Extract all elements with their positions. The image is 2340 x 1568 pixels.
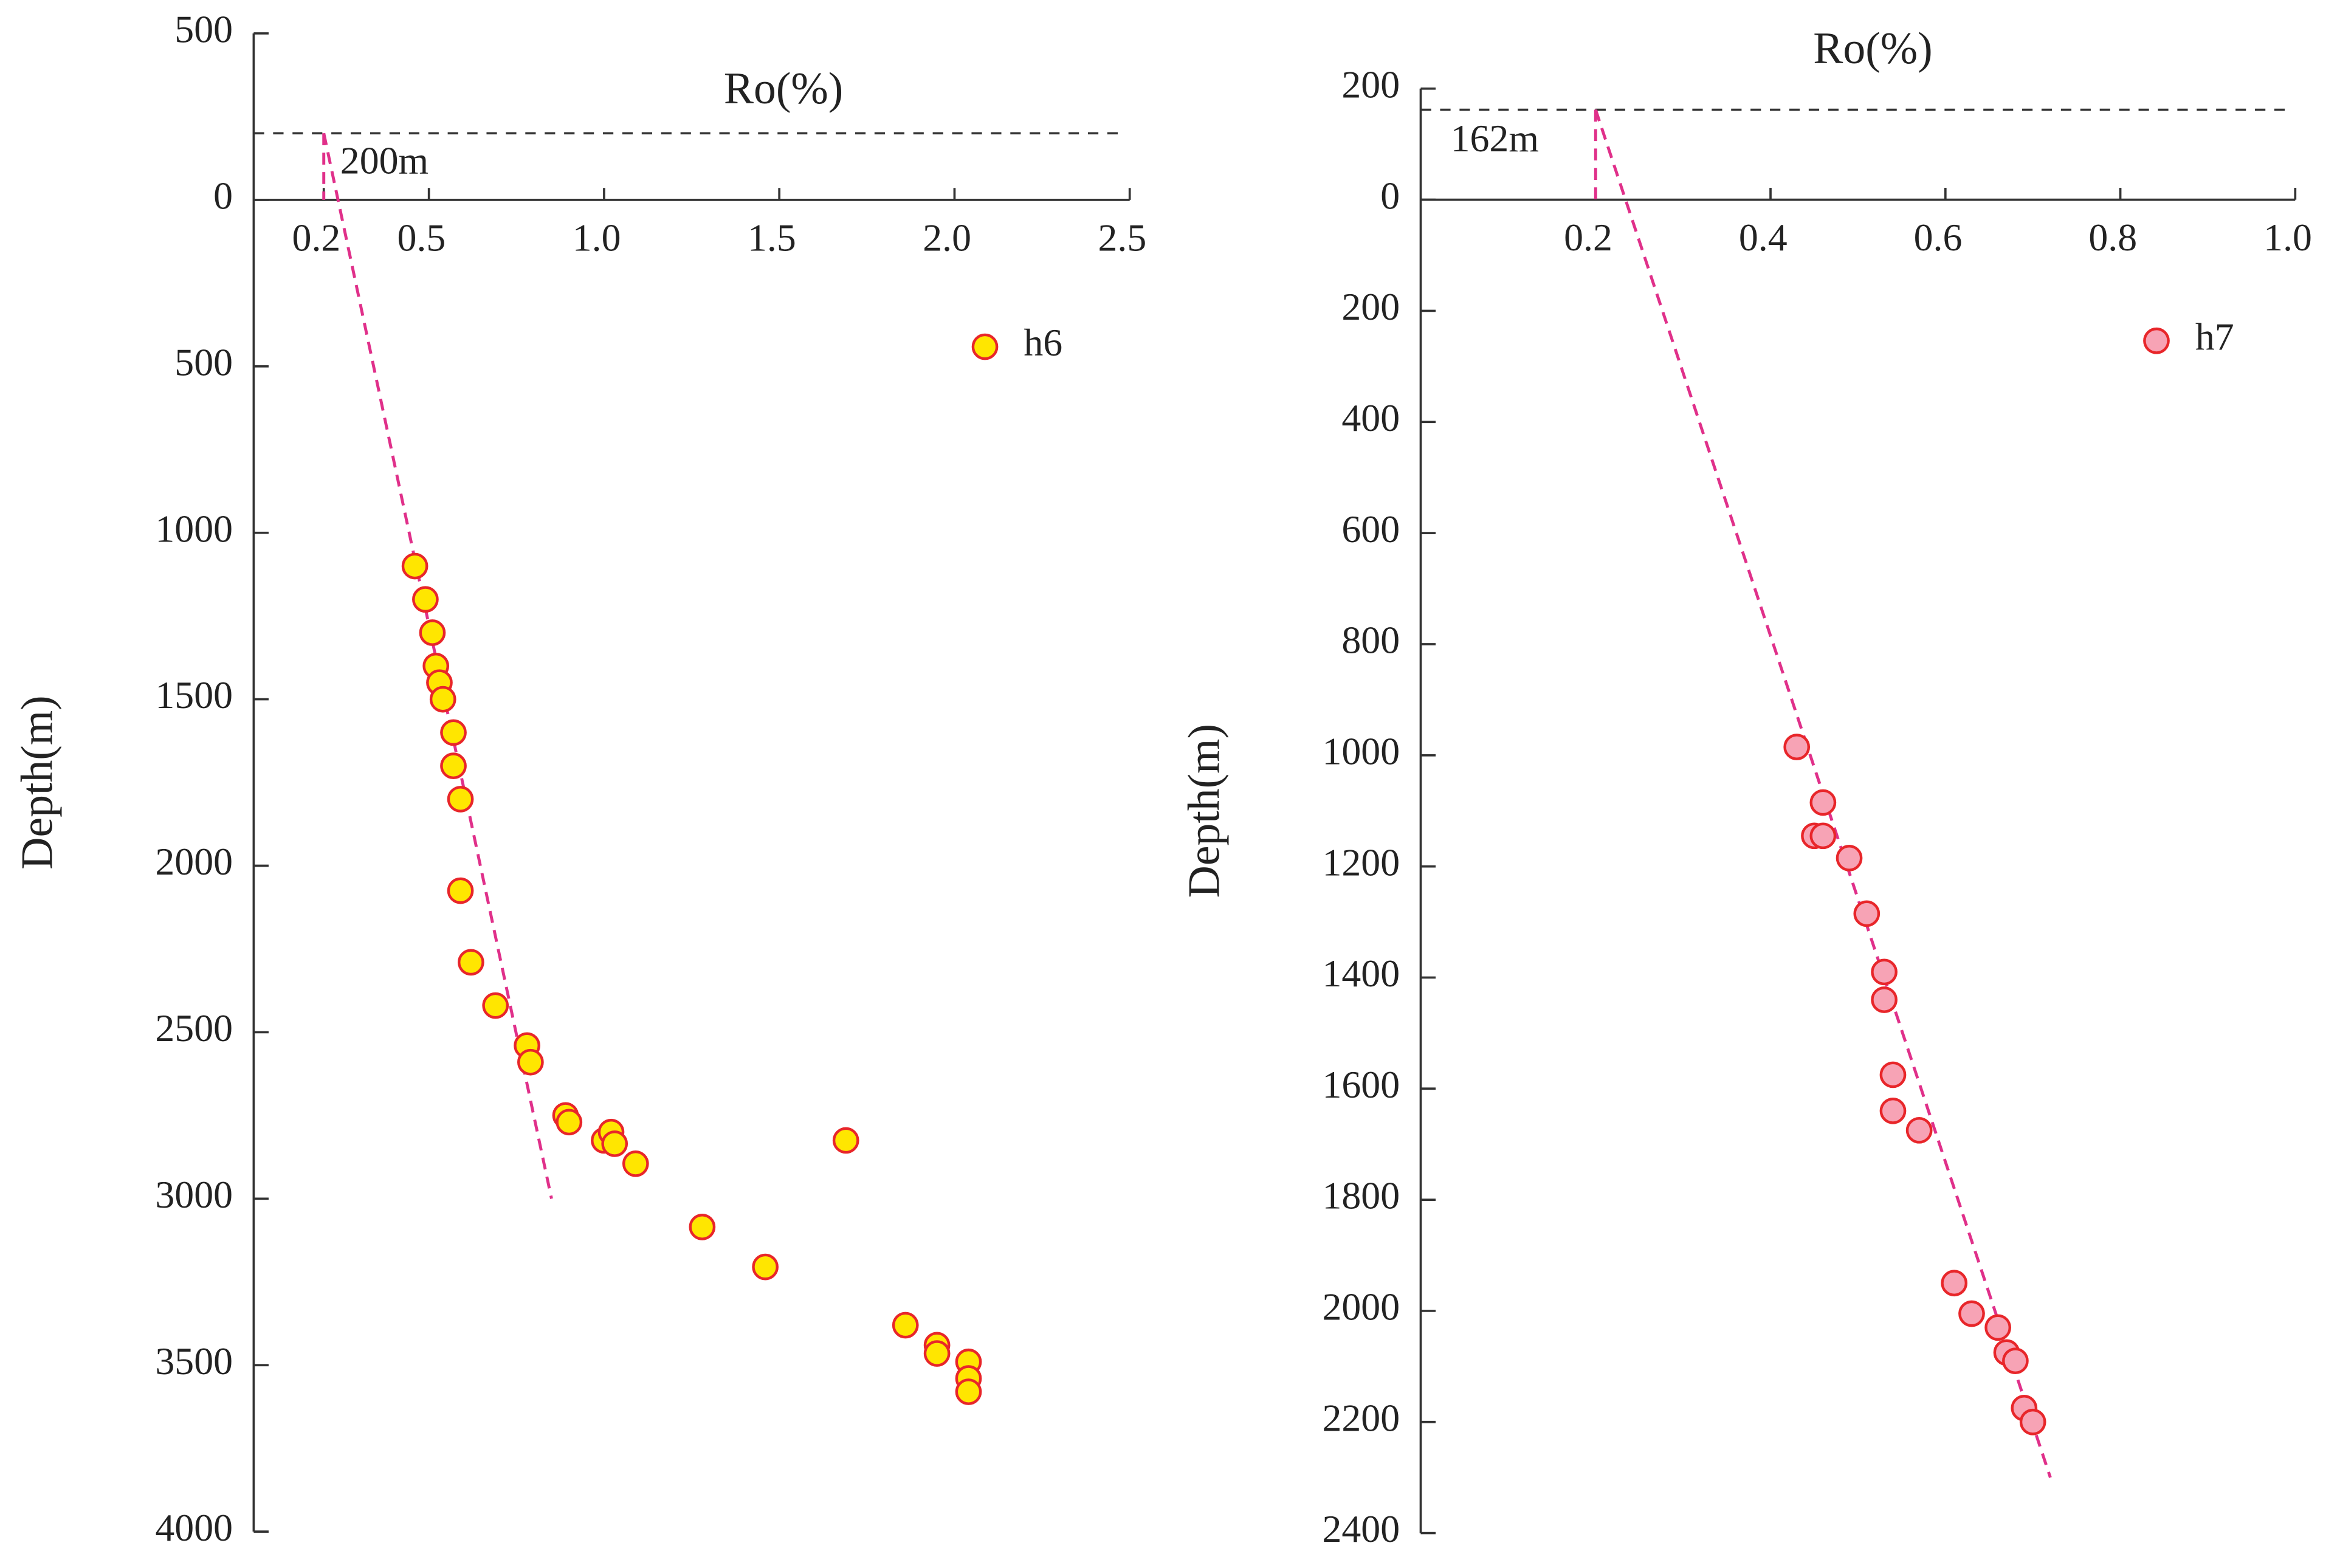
x-tick-label: 0.5 [397, 216, 446, 259]
y-tick-label: 400 [1341, 396, 1400, 439]
legend-label: h7 [2195, 315, 2234, 358]
data-point [1783, 734, 1811, 760]
y-tick-label: 2400 [1322, 1507, 1400, 1550]
data-point [1879, 1061, 1907, 1088]
x-axis-title: Ro(%) [1813, 23, 1932, 73]
data-point [440, 752, 467, 780]
data-point [1871, 986, 1898, 1013]
x-tick-label: 0.8 [2088, 216, 2137, 259]
data-point [429, 686, 456, 713]
data-point [447, 877, 474, 904]
legend-marker [971, 333, 999, 360]
data-point [601, 1130, 628, 1157]
y-tick-label: 200 [1341, 63, 1400, 106]
data-point [2019, 1408, 2046, 1436]
y-tick-label: 200 [1341, 285, 1400, 328]
y-tick-label: 1600 [1322, 1063, 1400, 1106]
data-point [622, 1150, 649, 1177]
y-tick-label: 2000 [155, 840, 233, 883]
data-point [1958, 1300, 1985, 1327]
y-tick-label: 0 [1380, 174, 1400, 217]
data-point [419, 619, 446, 646]
data-point [1809, 789, 1837, 816]
data-point [1941, 1270, 1968, 1297]
data-point [1879, 1097, 1907, 1124]
data-point [955, 1378, 982, 1405]
x-tick-label: 0.2 [1564, 216, 1612, 259]
y-tick-label: 2200 [1322, 1396, 1400, 1439]
y-tick-label: 3500 [155, 1339, 233, 1383]
data-point [482, 992, 509, 1019]
y-tick-label: 1500 [155, 673, 233, 717]
legend-marker [2143, 327, 2170, 354]
data-point [401, 552, 428, 580]
data-point [412, 586, 439, 613]
reference-label: 200m [340, 139, 428, 182]
y-tick-label: 1000 [155, 507, 233, 550]
data-point [689, 1214, 716, 1240]
x-tick-label: 1.5 [748, 216, 796, 259]
x-axis-title: Ro(%) [724, 63, 843, 113]
x-tick-label: 1.0 [2263, 216, 2312, 259]
y-tick-label: 2500 [155, 1006, 233, 1050]
data-point [1871, 958, 1898, 986]
x-tick-label: 2.0 [923, 216, 971, 259]
data-point [457, 949, 484, 976]
x-tick-label: 0.4 [1739, 216, 1788, 259]
data-point [892, 1312, 919, 1339]
y-tick-label: 1800 [1322, 1174, 1400, 1217]
data-point [440, 719, 467, 746]
data-point [923, 1340, 951, 1367]
y-axis-title: Depth(m) [1179, 724, 1229, 898]
reference-label: 162m [1451, 117, 1539, 160]
data-point [1809, 822, 1837, 850]
data-point [1853, 900, 1881, 927]
data-point [2002, 1347, 2029, 1375]
data-point [1984, 1314, 2011, 1341]
x-tick-label: 2.5 [1098, 216, 1147, 259]
y-tick-label: 1200 [1322, 841, 1400, 884]
data-point [556, 1109, 583, 1136]
x-tick-label: 0.6 [1914, 216, 1963, 259]
y-tick-label: 500 [174, 8, 233, 51]
data-point [1836, 845, 1863, 872]
legend-label: h6 [1024, 321, 1062, 364]
data-point [1905, 1116, 1933, 1144]
y-tick-label: 1400 [1322, 952, 1400, 995]
data-point [447, 786, 474, 813]
x-tick-label: 1.0 [573, 216, 621, 259]
y-tick-label: 600 [1341, 507, 1400, 551]
data-point [752, 1253, 779, 1281]
y-tick-label: 4000 [155, 1506, 233, 1549]
y-tick-label: 3000 [155, 1173, 233, 1216]
y-tick-label: 2000 [1322, 1285, 1400, 1329]
y-tick-label: 0 [213, 174, 233, 218]
y-axis-title: Depth(m) [12, 695, 62, 869]
data-point [832, 1127, 859, 1154]
y-tick-label: 500 [174, 340, 233, 383]
data-point [517, 1048, 544, 1076]
y-tick-label: 800 [1341, 619, 1400, 662]
y-tick-label: 1000 [1322, 729, 1400, 772]
x-tick-label: 0.2 [292, 216, 341, 259]
